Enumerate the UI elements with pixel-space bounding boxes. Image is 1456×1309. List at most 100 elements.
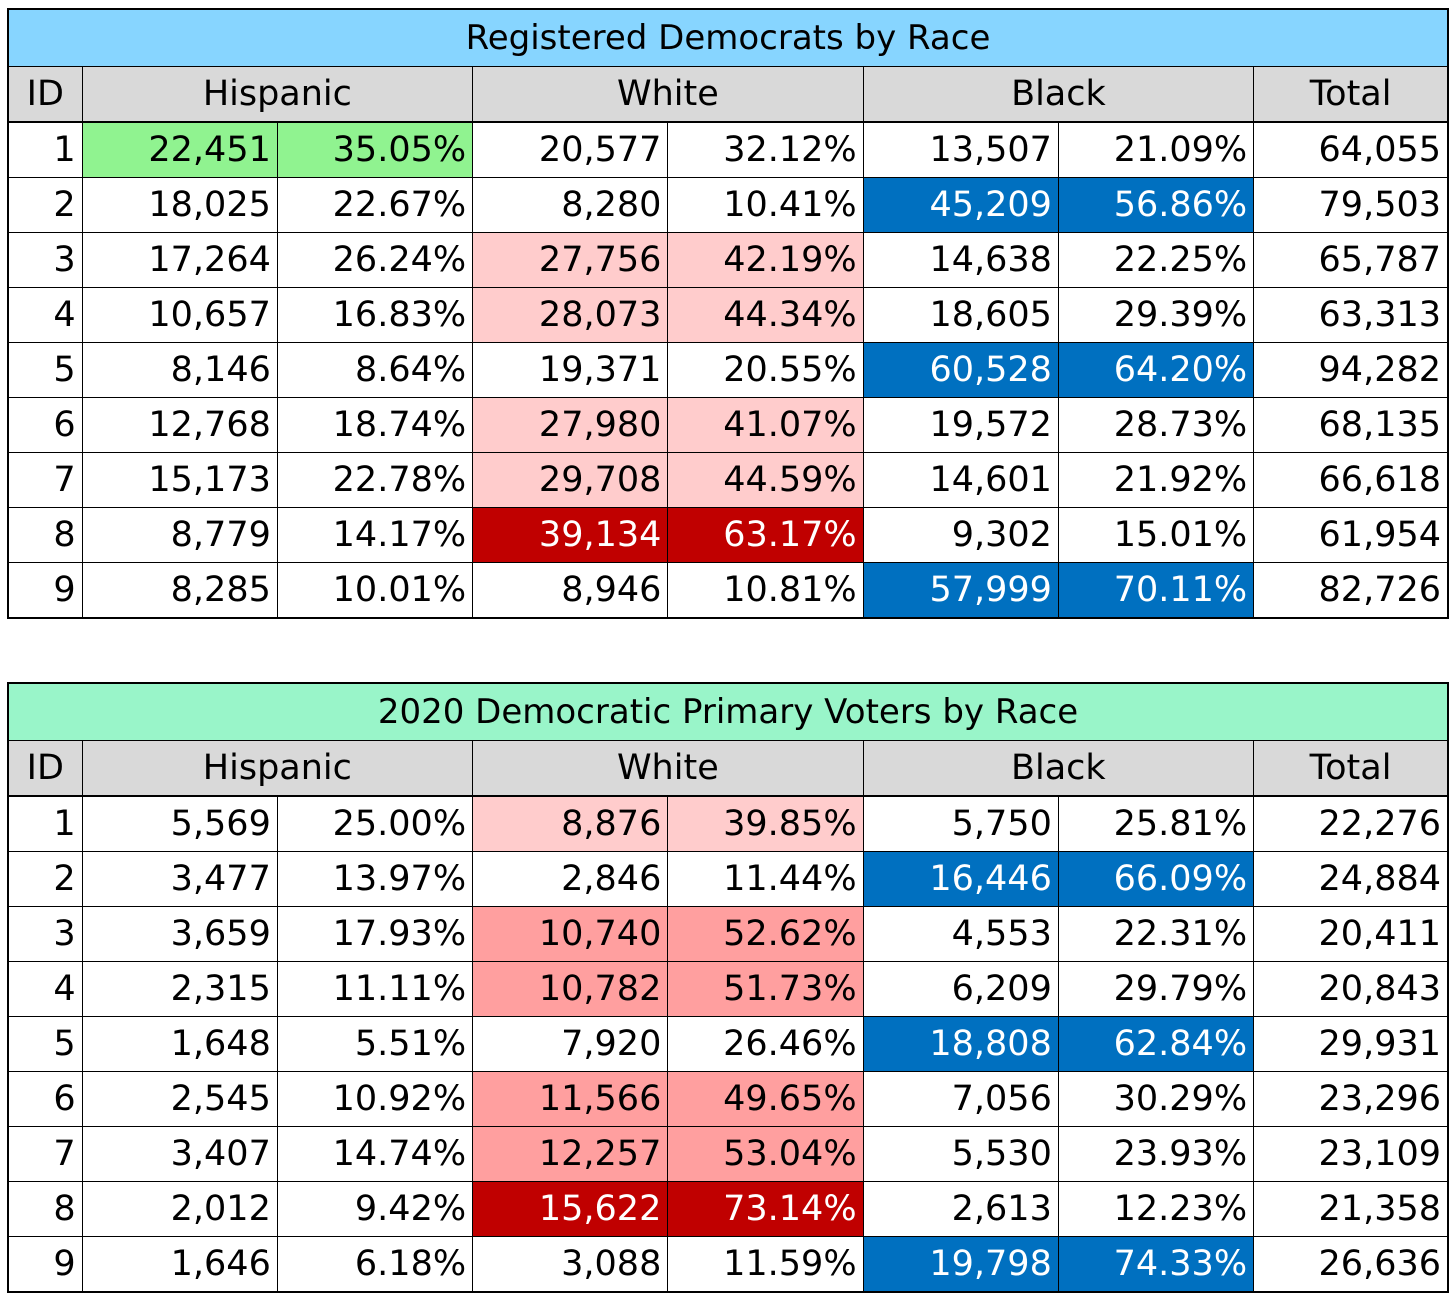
hispanic-percent-cell: 26.24% (276, 232, 474, 288)
black-count-cell: 5,750 (862, 795, 1059, 852)
white-percent-cell: 10.41% (667, 177, 864, 233)
column-header-black: Black (862, 740, 1255, 797)
table-row: 7 3,407 14.74% 12,257 53.04% 5,530 23.93% 23,10… (7, 1126, 1449, 1182)
hispanic-percent-cell: 16.83% (276, 287, 474, 343)
hispanic-percent-cell: 22.78% (276, 452, 474, 508)
white-count-cell: 2,846 (472, 851, 669, 907)
table-row: 4 10,657 16.83% 28,073 44.34% 18,605 29.39% 63,… (7, 287, 1449, 343)
table-row: 9 1,646 6.18% 3,088 11.59% 19,798 74.33% 26,636 (7, 1236, 1449, 1293)
white-count-cell: 8,876 (472, 795, 669, 852)
table-body: 1 22,451 35.05% 20,577 32.12% 13,507 21.09% 64,… (7, 121, 1449, 619)
hispanic-percent-cell: 10.92% (276, 1071, 474, 1127)
table-title: 2020 Democratic Primary Voters by Race (7, 682, 1449, 741)
table-row: 4 2,315 11.11% 10,782 51.73% 6,209 29.79% 20,84… (7, 961, 1449, 1017)
row-id: 1 (7, 121, 83, 178)
row-id: 5 (7, 342, 83, 398)
row-id: 9 (7, 562, 83, 619)
black-count-cell: 57,999 (862, 562, 1059, 619)
white-count-cell: 8,946 (472, 562, 669, 619)
total-count-cell: 65,787 (1253, 232, 1449, 288)
column-header-hispanic: Hispanic (81, 66, 474, 123)
black-count-cell: 13,507 (862, 121, 1059, 178)
total-count-cell: 22,276 (1253, 795, 1449, 852)
white-count-cell: 15,622 (472, 1181, 669, 1237)
black-percent-cell: 66.09% (1057, 851, 1255, 907)
black-count-cell: 45,209 (862, 177, 1059, 233)
black-count-cell: 7,056 (862, 1071, 1059, 1127)
white-count-cell: 12,257 (472, 1126, 669, 1182)
row-id: 3 (7, 232, 83, 288)
black-count-cell: 5,530 (862, 1126, 1059, 1182)
black-percent-cell: 29.39% (1057, 287, 1255, 343)
row-id: 9 (7, 1236, 83, 1293)
row-id: 5 (7, 1016, 83, 1072)
white-count-cell: 11,566 (472, 1071, 669, 1127)
white-count-cell: 10,740 (472, 906, 669, 962)
hispanic-count-cell: 22,451 (81, 121, 278, 178)
total-count-cell: 94,282 (1253, 342, 1449, 398)
hispanic-percent-cell: 5.51% (276, 1016, 474, 1072)
hispanic-percent-cell: 35.05% (276, 121, 474, 178)
black-percent-cell: 30.29% (1057, 1071, 1255, 1127)
row-id: 4 (7, 287, 83, 343)
total-count-cell: 26,636 (1253, 1236, 1449, 1293)
table-row: 6 12,768 18.74% 27,980 41.07% 19,572 28.73% 68,… (7, 397, 1449, 453)
white-count-cell: 19,371 (472, 342, 669, 398)
black-percent-cell: 15.01% (1057, 507, 1255, 563)
total-count-cell: 82,726 (1253, 562, 1449, 619)
total-count-cell: 23,296 (1253, 1071, 1449, 1127)
table-body: 1 5,569 25.00% 8,876 39.85% 5,750 25.81% 22,276… (7, 795, 1449, 1293)
total-count-cell: 66,618 (1253, 452, 1449, 508)
column-header-white: White (472, 66, 864, 123)
black-percent-cell: 23.93% (1057, 1126, 1255, 1182)
hispanic-percent-cell: 9.42% (276, 1181, 474, 1237)
black-count-cell: 19,572 (862, 397, 1059, 453)
black-percent-cell: 56.86% (1057, 177, 1255, 233)
white-percent-cell: 41.07% (667, 397, 864, 453)
hispanic-count-cell: 15,173 (81, 452, 278, 508)
table-row: 5 1,648 5.51% 7,920 26.46% 18,808 62.84% 29,931 (7, 1016, 1449, 1072)
white-percent-cell: 63.17% (667, 507, 864, 563)
black-count-cell: 14,638 (862, 232, 1059, 288)
hispanic-count-cell: 5,569 (81, 795, 278, 852)
row-id: 7 (7, 1126, 83, 1182)
total-count-cell: 21,358 (1253, 1181, 1449, 1237)
white-percent-cell: 42.19% (667, 232, 864, 288)
hispanic-percent-cell: 17.93% (276, 906, 474, 962)
white-percent-cell: 20.55% (667, 342, 864, 398)
total-count-cell: 29,931 (1253, 1016, 1449, 1072)
black-count-cell: 6,209 (862, 961, 1059, 1017)
white-percent-cell: 49.65% (667, 1071, 864, 1127)
white-percent-cell: 11.59% (667, 1236, 864, 1293)
row-id: 8 (7, 1181, 83, 1237)
white-percent-cell: 44.59% (667, 452, 864, 508)
row-id: 6 (7, 1071, 83, 1127)
table-row: 1 5,569 25.00% 8,876 39.85% 5,750 25.81% 22,276 (7, 795, 1449, 852)
total-count-cell: 61,954 (1253, 507, 1449, 563)
white-percent-cell: 53.04% (667, 1126, 864, 1182)
white-percent-cell: 32.12% (667, 121, 864, 178)
row-id: 1 (7, 795, 83, 852)
black-count-cell: 60,528 (862, 342, 1059, 398)
white-percent-cell: 51.73% (667, 961, 864, 1017)
table-row: 2 18,025 22.67% 8,280 10.41% 45,209 56.86% 79,5… (7, 177, 1449, 233)
table-row: 8 8,779 14.17% 39,134 63.17% 9,302 15.01% 61,95… (7, 507, 1449, 563)
white-count-cell: 8,280 (472, 177, 669, 233)
hispanic-count-cell: 8,146 (81, 342, 278, 398)
black-percent-cell: 21.92% (1057, 452, 1255, 508)
white-count-cell: 29,708 (472, 452, 669, 508)
white-count-cell: 27,756 (472, 232, 669, 288)
hispanic-count-cell: 1,646 (81, 1236, 278, 1293)
white-count-cell: 28,073 (472, 287, 669, 343)
hispanic-count-cell: 3,407 (81, 1126, 278, 1182)
white-count-cell: 10,782 (472, 961, 669, 1017)
hispanic-percent-cell: 8.64% (276, 342, 474, 398)
black-count-cell: 2,613 (862, 1181, 1059, 1237)
black-percent-cell: 22.25% (1057, 232, 1255, 288)
white-percent-cell: 11.44% (667, 851, 864, 907)
column-header-black: Black (862, 66, 1255, 123)
hispanic-percent-cell: 10.01% (276, 562, 474, 619)
table-row: 3 17,264 26.24% 27,756 42.19% 14,638 22.25% 65,… (7, 232, 1449, 288)
table-row: 7 15,173 22.78% 29,708 44.59% 14,601 21.92% 66,… (7, 452, 1449, 508)
table-row: 5 8,146 8.64% 19,371 20.55% 60,528 64.20% 94,28… (7, 342, 1449, 398)
